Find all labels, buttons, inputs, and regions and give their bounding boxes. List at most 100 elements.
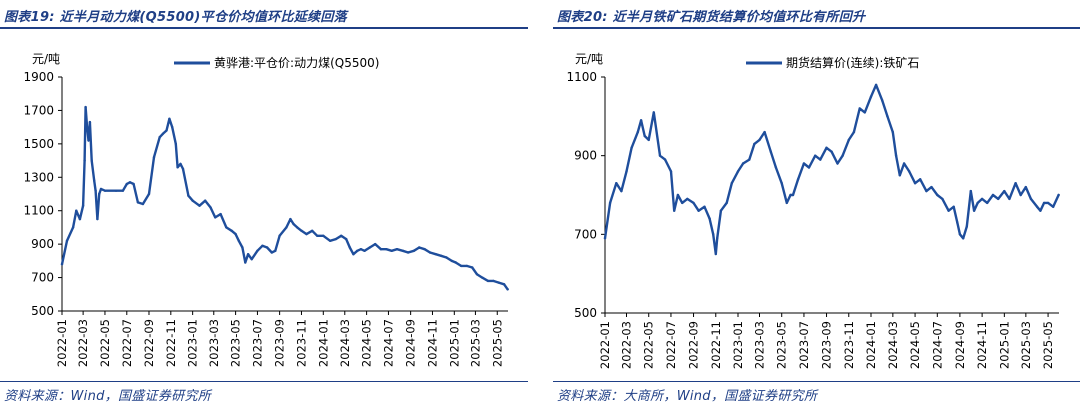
- data-point: [475, 273, 479, 276]
- data-point: [608, 201, 612, 205]
- data-point: [390, 249, 393, 252]
- data-point: [712, 233, 715, 236]
- data-point: [716, 237, 719, 240]
- data-point: [85, 125, 89, 129]
- data-point: [1019, 193, 1022, 197]
- data-point: [83, 159, 86, 162]
- data-point: [1029, 197, 1033, 201]
- data-point: [84, 105, 87, 109]
- data-point: [1008, 197, 1011, 201]
- x-tick-label: 2022-09: [687, 321, 701, 369]
- data-point: [75, 209, 78, 212]
- data-point: [898, 174, 901, 177]
- data-point: [65, 239, 69, 242]
- x-tick-label: 2024-11: [975, 321, 989, 369]
- data-point: [345, 237, 348, 241]
- data-point: [976, 201, 979, 205]
- data-point: [652, 111, 655, 114]
- data-point: [292, 222, 295, 226]
- data-point: [334, 237, 337, 241]
- data-point: [956, 221, 959, 224]
- x-tick-label: 2022-11: [164, 319, 178, 367]
- data-point: [908, 170, 911, 173]
- data-point: [128, 181, 132, 184]
- x-tick-label: 2023-05: [775, 321, 789, 369]
- data-point: [316, 234, 319, 237]
- x-tick-label: 2024-07: [381, 319, 395, 367]
- data-point: [78, 217, 82, 221]
- data-point: [991, 193, 995, 197]
- x-tick-label: 2025-01: [997, 321, 1011, 369]
- data-point: [71, 226, 75, 229]
- data-point: [1003, 189, 1006, 193]
- data-point: [454, 261, 457, 264]
- data-point: [825, 146, 828, 149]
- data-point: [340, 234, 343, 237]
- x-tick-label: 2023-09: [273, 319, 287, 367]
- data-point: [121, 189, 125, 192]
- data-point: [730, 182, 733, 185]
- x-tick-label: 2023-07: [797, 321, 811, 369]
- data-point: [99, 187, 103, 191]
- title-rule: [0, 27, 528, 29]
- x-tick-label: 2024-05: [908, 321, 922, 369]
- data-point: [486, 279, 490, 283]
- x-tick-label: 2024-05: [360, 319, 374, 367]
- data-point: [647, 138, 650, 142]
- source-rule: [553, 381, 1080, 382]
- data-point: [1035, 205, 1039, 208]
- data-point: [902, 162, 906, 165]
- y-tick-label: 1300: [23, 170, 54, 184]
- data-point: [736, 170, 740, 173]
- data-point: [836, 162, 839, 165]
- legend-label: 期货结算价(连续):铁矿石: [786, 55, 919, 70]
- data-point: [98, 192, 101, 196]
- data-point: [230, 229, 233, 232]
- data-point: [643, 134, 646, 138]
- data-point: [181, 167, 185, 171]
- data-point: [673, 209, 676, 212]
- x-tick-label: 2025-05: [1041, 321, 1055, 369]
- data-point: [481, 276, 484, 279]
- series-line: [603, 83, 1060, 256]
- x-tick-label: 2025-01: [447, 319, 461, 367]
- data-point: [965, 225, 968, 228]
- x-tick-label: 2025-03: [468, 319, 482, 367]
- data-point: [492, 279, 495, 283]
- data-point: [506, 288, 509, 291]
- x-tick-label: 2022-05: [642, 321, 656, 369]
- data-point: [774, 166, 778, 169]
- data-point: [348, 246, 351, 249]
- y-tick-label: 1900: [23, 70, 54, 84]
- x-tick-label: 2022-07: [664, 321, 678, 369]
- data-point: [714, 252, 717, 256]
- data-point: [1042, 201, 1046, 205]
- data-point: [161, 132, 165, 135]
- data-point: [869, 95, 873, 98]
- data-point: [913, 182, 917, 185]
- x-tick-label: 2022-11: [709, 321, 723, 369]
- data-point: [669, 170, 673, 173]
- data-point: [852, 130, 856, 134]
- data-point: [681, 201, 684, 205]
- y-tick-label: 1100: [566, 70, 597, 84]
- data-point: [676, 193, 680, 197]
- data-point: [758, 138, 761, 142]
- data-point: [936, 193, 939, 197]
- x-tick-label: 2024-07: [930, 321, 944, 369]
- data-point: [356, 249, 359, 252]
- data-point: [741, 162, 745, 165]
- data-point: [807, 166, 811, 169]
- data-point: [969, 189, 972, 193]
- source-note: 资料来源：Wind，国盛证券研究所: [4, 389, 212, 404]
- data-point: [60, 263, 64, 266]
- x-tick-label: 2024-03: [886, 321, 900, 369]
- y-tick-label: 700: [574, 227, 597, 241]
- data-point: [1052, 205, 1055, 208]
- x-tick-label: 2022-07: [120, 319, 134, 367]
- data-point: [434, 253, 437, 256]
- data-point: [114, 189, 118, 192]
- data-point: [686, 197, 689, 201]
- x-tick-label: 2023-05: [229, 319, 243, 367]
- data-point: [179, 162, 182, 166]
